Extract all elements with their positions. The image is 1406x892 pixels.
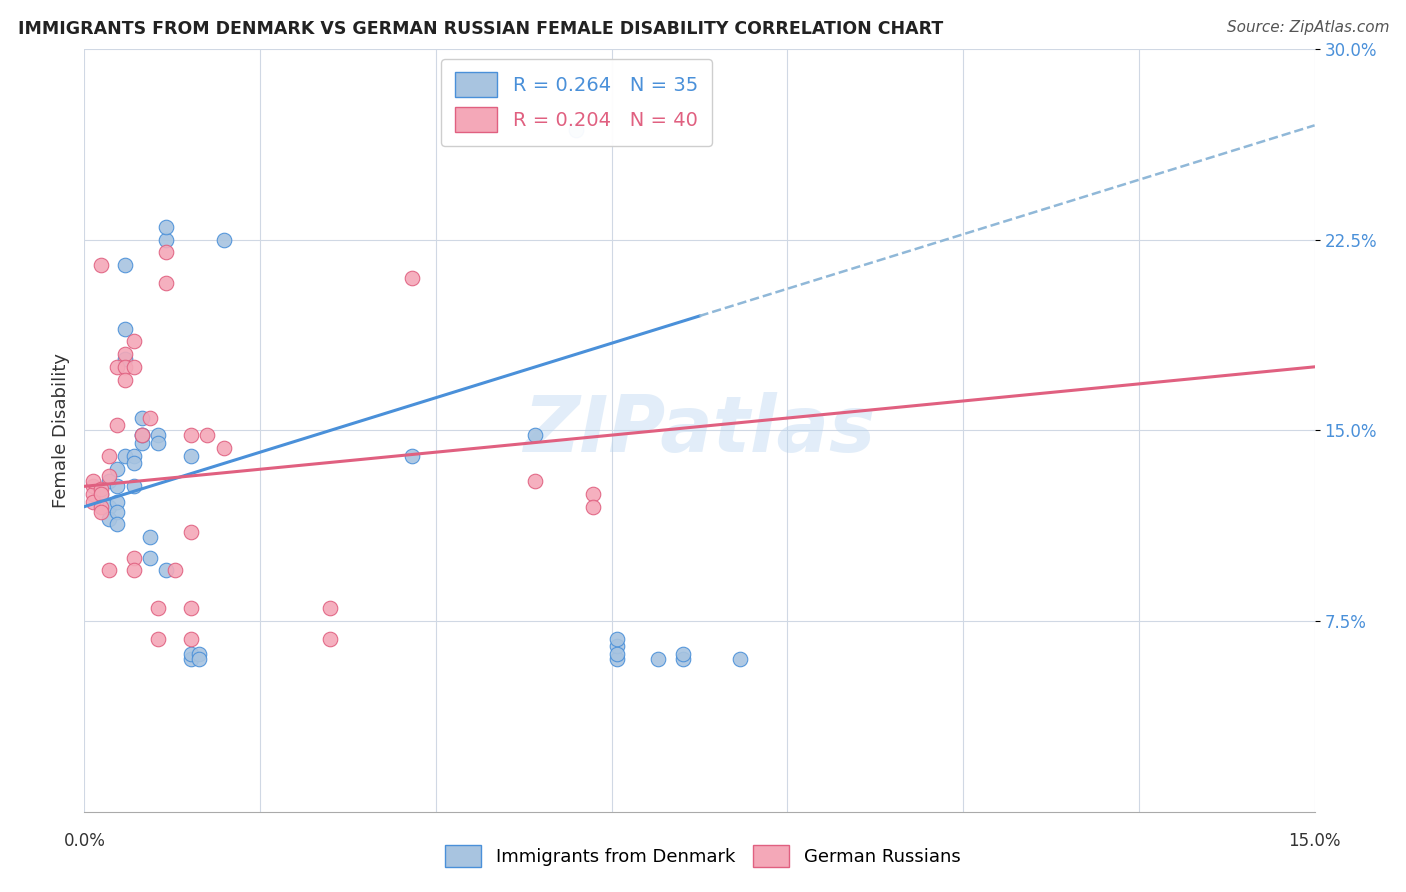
- Text: IMMIGRANTS FROM DENMARK VS GERMAN RUSSIAN FEMALE DISABILITY CORRELATION CHART: IMMIGRANTS FROM DENMARK VS GERMAN RUSSIA…: [18, 20, 943, 37]
- Point: [122, 334, 145, 349]
- Point: [401, 449, 423, 463]
- Point: [163, 563, 186, 577]
- Point: [319, 632, 342, 646]
- Point: [155, 220, 177, 235]
- Point: [131, 410, 153, 425]
- Point: [155, 563, 177, 577]
- Point: [131, 436, 153, 450]
- Point: [188, 652, 211, 666]
- Point: [131, 428, 153, 442]
- Point: [90, 482, 112, 496]
- Point: [114, 322, 136, 336]
- Point: [105, 517, 128, 532]
- Point: [114, 373, 136, 387]
- Point: [114, 359, 136, 374]
- Point: [582, 487, 605, 501]
- Point: [139, 550, 162, 565]
- Point: [90, 500, 112, 514]
- Point: [401, 271, 423, 285]
- Point: [122, 449, 145, 463]
- Point: [155, 276, 177, 290]
- Point: [122, 563, 145, 577]
- Point: [606, 640, 628, 654]
- Legend: Immigrants from Denmark, German Russians: Immigrants from Denmark, German Russians: [439, 838, 967, 874]
- Point: [90, 487, 112, 501]
- Point: [122, 479, 145, 493]
- Point: [180, 652, 202, 666]
- Text: ZIPatlas: ZIPatlas: [523, 392, 876, 468]
- Point: [105, 418, 128, 433]
- Point: [148, 428, 170, 442]
- Point: [180, 601, 202, 615]
- Point: [565, 123, 588, 137]
- Y-axis label: Female Disability: Female Disability: [52, 353, 70, 508]
- Point: [212, 441, 235, 455]
- Point: [98, 475, 120, 489]
- Point: [82, 475, 104, 489]
- Point: [524, 428, 547, 442]
- Point: [148, 601, 170, 615]
- Point: [188, 647, 211, 661]
- Point: [105, 461, 128, 475]
- Point: [606, 647, 628, 661]
- Point: [319, 601, 342, 615]
- Text: 0.0%: 0.0%: [63, 831, 105, 849]
- Point: [131, 428, 153, 442]
- Point: [524, 475, 547, 489]
- Point: [122, 550, 145, 565]
- Point: [730, 652, 752, 666]
- Point: [122, 457, 145, 471]
- Point: [212, 233, 235, 247]
- Point: [606, 652, 628, 666]
- Point: [90, 505, 112, 519]
- Point: [139, 410, 162, 425]
- Point: [90, 487, 112, 501]
- Point: [155, 245, 177, 260]
- Point: [180, 449, 202, 463]
- Text: 15.0%: 15.0%: [1288, 831, 1341, 849]
- Point: [82, 487, 104, 501]
- Point: [114, 449, 136, 463]
- Point: [90, 258, 112, 272]
- Point: [98, 500, 120, 514]
- Point: [672, 647, 695, 661]
- Point: [82, 479, 104, 493]
- Point: [180, 647, 202, 661]
- Point: [155, 233, 177, 247]
- Point: [105, 494, 128, 508]
- Point: [148, 436, 170, 450]
- Point: [98, 469, 120, 483]
- Point: [105, 359, 128, 374]
- Point: [180, 428, 202, 442]
- Point: [606, 632, 628, 646]
- Point: [98, 563, 120, 577]
- Legend: R = 0.264   N = 35, R = 0.204   N = 40: R = 0.264 N = 35, R = 0.204 N = 40: [441, 59, 711, 145]
- Point: [114, 352, 136, 367]
- Point: [98, 512, 120, 526]
- Point: [139, 530, 162, 544]
- Point: [114, 258, 136, 272]
- Point: [114, 347, 136, 361]
- Point: [672, 652, 695, 666]
- Point: [82, 494, 104, 508]
- Point: [105, 505, 128, 519]
- Point: [98, 449, 120, 463]
- Point: [148, 632, 170, 646]
- Text: Source: ZipAtlas.com: Source: ZipAtlas.com: [1226, 20, 1389, 35]
- Point: [105, 479, 128, 493]
- Point: [180, 632, 202, 646]
- Point: [122, 359, 145, 374]
- Point: [180, 524, 202, 539]
- Point: [647, 652, 669, 666]
- Point: [131, 428, 153, 442]
- Point: [582, 500, 605, 514]
- Point: [197, 428, 219, 442]
